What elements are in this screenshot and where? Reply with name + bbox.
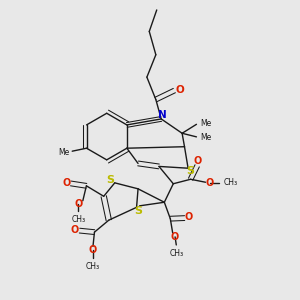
Text: O: O	[171, 232, 179, 242]
Text: CH₃: CH₃	[170, 249, 184, 258]
Text: O: O	[185, 212, 193, 223]
Text: CH₃: CH₃	[72, 215, 86, 224]
Text: O: O	[74, 199, 82, 209]
Text: O: O	[176, 85, 184, 95]
Text: S: S	[106, 176, 114, 185]
Text: Me: Me	[200, 119, 211, 128]
Text: N: N	[158, 110, 167, 120]
Text: S: S	[134, 206, 142, 216]
Text: O: O	[194, 156, 202, 166]
Text: S: S	[186, 166, 194, 176]
Text: CH₃: CH₃	[224, 178, 238, 187]
Text: O: O	[89, 245, 97, 255]
Text: Me: Me	[58, 148, 70, 157]
Text: O: O	[62, 178, 70, 188]
Text: Me: Me	[200, 133, 211, 142]
Text: CH₃: CH₃	[86, 262, 100, 271]
Text: O: O	[206, 178, 214, 188]
Text: O: O	[71, 225, 79, 235]
